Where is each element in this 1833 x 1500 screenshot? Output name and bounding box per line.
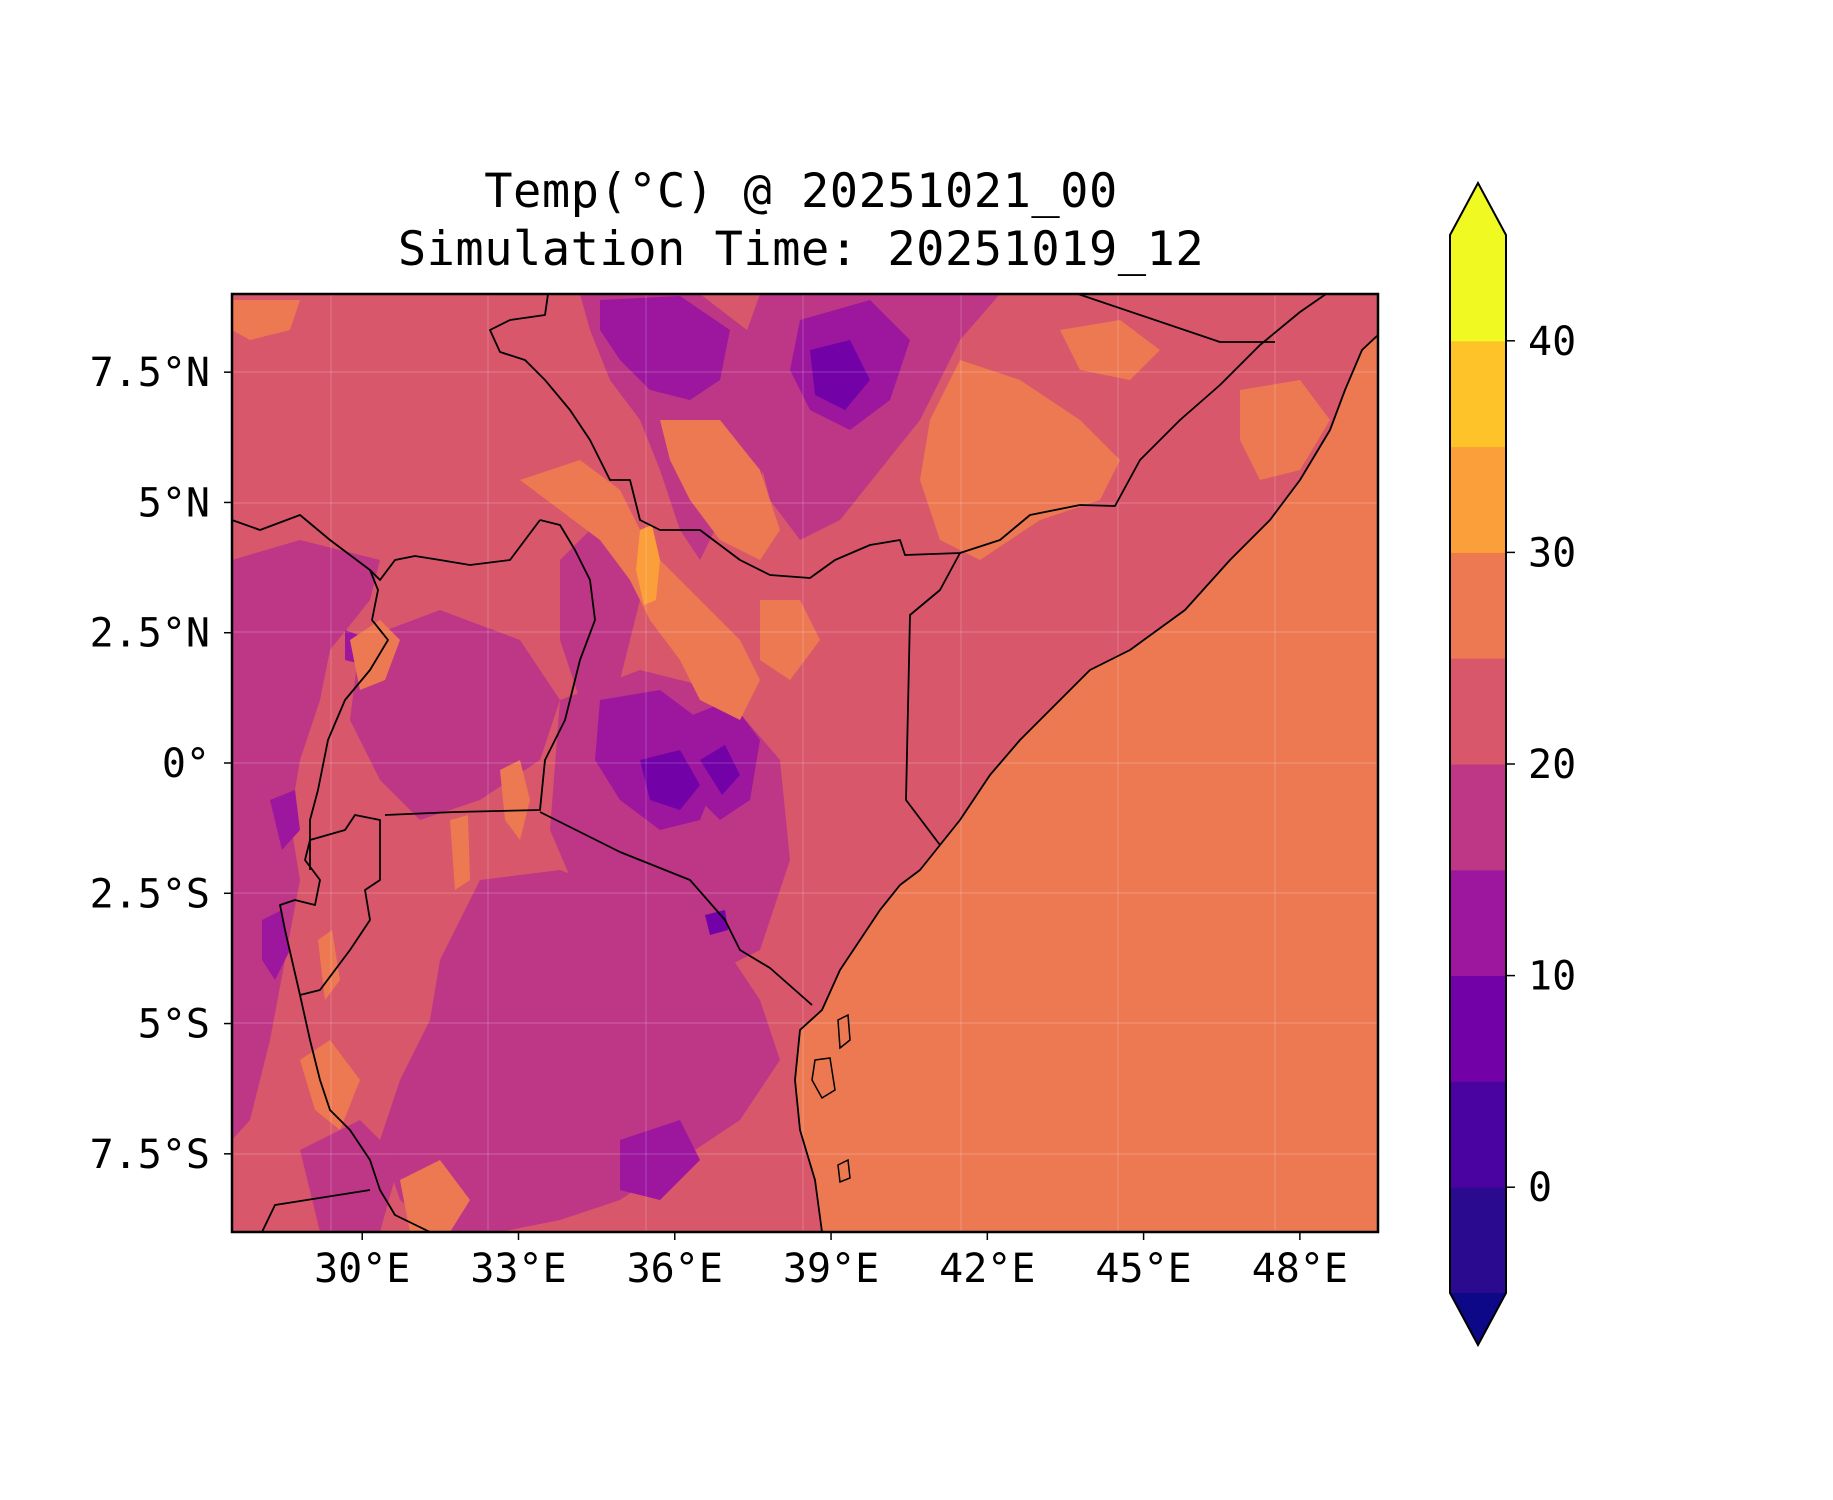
- x-tick-label: 48°E: [1252, 1246, 1348, 1292]
- map-title: Temp(°C) @ 20251021_00: [484, 164, 1118, 219]
- colorbar-band: [1450, 340, 1506, 448]
- y-tick-label: 7.5°S: [90, 1132, 210, 1178]
- y-tick-label: 7.5°N: [90, 350, 210, 396]
- x-tick-label: 36°E: [627, 1246, 723, 1292]
- drc-uganda-border: [232, 514, 389, 870]
- warm-lowlands-25-30: [232, 300, 1330, 1232]
- coastline: [794, 334, 1378, 1232]
- uganda-north-border: [369, 519, 541, 581]
- colorbar-tick-label: 10: [1528, 954, 1576, 1000]
- map-subtitle: Simulation Time: 20251019_12: [397, 222, 1205, 277]
- x-tick-label: 33°E: [470, 1246, 566, 1292]
- colorbar-band: [1450, 1187, 1506, 1294]
- country-borders: [232, 294, 1378, 1232]
- x-tick-label: 39°E: [783, 1246, 879, 1292]
- x-tick-label: 45°E: [1095, 1246, 1191, 1292]
- colorbar-band: [1450, 869, 1506, 977]
- colorbar-band: [1450, 552, 1506, 659]
- hot-spots-30-35: [636, 525, 660, 605]
- y-tick-label: 0°: [162, 741, 210, 787]
- map-panel: [232, 294, 1378, 1232]
- indian-ocean: [795, 335, 1378, 1232]
- colorbar-band: [1450, 235, 1506, 342]
- tanzania-kenya-border: [539, 811, 813, 1006]
- y-tick-label: 2.5°S: [90, 871, 210, 917]
- y-tick-label: 5°S: [138, 1002, 210, 1048]
- x-tick-label: 30°E: [314, 1246, 410, 1292]
- sudan-ethiopia-border: [489, 294, 1327, 579]
- cold-cores-5-10: [640, 340, 870, 935]
- graticule: [232, 294, 1378, 1232]
- colorbar-tick-label: 40: [1528, 319, 1576, 365]
- colorbar-band: [1450, 764, 1506, 871]
- y-axis-ticks: 7.5°N 5°N 2.5°N 0° 2.5°S 5°S 7.5°S: [90, 350, 232, 1178]
- lake-tanganyika-shore: [299, 994, 431, 1232]
- y-tick-label: 5°N: [138, 480, 210, 526]
- colorbar-outline: [1449, 180, 1507, 1348]
- colorbar-tick-label: 20: [1528, 742, 1576, 788]
- colorbar: 0 10 20 30 40: [1449, 180, 1576, 1348]
- colorbar-tick-label: 0: [1528, 1165, 1552, 1211]
- colorbar-band: [1450, 446, 1506, 553]
- colorbar-tick-label: 30: [1528, 530, 1576, 576]
- colorbar-band: [1450, 658, 1506, 765]
- y-tick-label: 2.5°N: [90, 611, 210, 657]
- southwest-border: [261, 1189, 371, 1232]
- x-axis-ticks: 30°E 33°E 36°E 39°E 42°E 45°E 48°E: [314, 1232, 1348, 1292]
- colorbar-band: [1450, 975, 1506, 1082]
- colorbar-over-extension: [1450, 183, 1506, 235]
- x-tick-label: 42°E: [939, 1246, 1035, 1292]
- uganda-border: [384, 519, 596, 816]
- ethiopia-somalia-border: [1077, 294, 1275, 343]
- islands: [811, 1013, 851, 1184]
- colorbar-under-extension: [1450, 1293, 1506, 1345]
- kenya-somalia-border: [905, 552, 961, 846]
- colorbar-band: [1450, 1081, 1506, 1188]
